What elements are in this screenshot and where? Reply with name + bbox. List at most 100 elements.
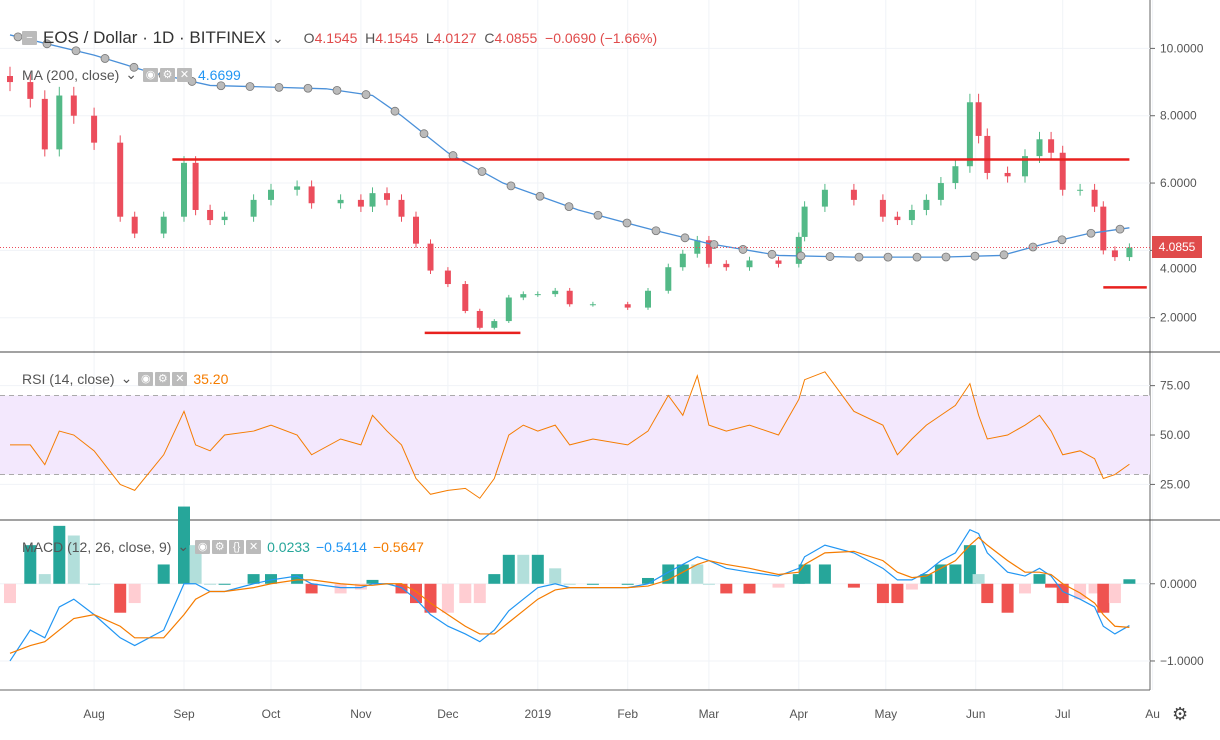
ma-marker xyxy=(854,252,864,262)
ma-marker xyxy=(622,218,632,228)
ma-marker xyxy=(100,54,110,63)
candle xyxy=(337,199,344,204)
candle xyxy=(207,209,214,221)
candle xyxy=(444,270,451,285)
ma-marker xyxy=(593,210,603,220)
ma-marker xyxy=(912,252,922,262)
x-tick-label: Jul xyxy=(1055,707,1070,721)
candle xyxy=(694,240,701,254)
close-icon[interactable]: ✕ xyxy=(246,539,262,554)
gear-icon[interactable]: ⚙ xyxy=(212,539,228,554)
ma-marker xyxy=(564,202,574,212)
macd-histogram-bar xyxy=(305,583,318,594)
chevron-down-icon[interactable]: ⌄ xyxy=(125,66,137,82)
gear-icon[interactable]: ⚙ xyxy=(155,371,171,386)
ma-marker xyxy=(680,233,690,243)
y-tick-label: 4.0000 xyxy=(1160,261,1197,275)
macd-histogram-bar xyxy=(586,583,599,585)
macd-histogram-bar xyxy=(1019,583,1031,594)
source-code-icon[interactable]: {} xyxy=(229,539,245,554)
x-tick-label: Aug xyxy=(83,707,104,721)
candle xyxy=(1091,189,1098,207)
candle xyxy=(1048,139,1055,153)
chevron-down-icon[interactable]: ⌄ xyxy=(120,370,133,386)
candle xyxy=(624,304,631,308)
candle xyxy=(413,216,419,244)
chevron-down-icon[interactable]: ⌄ xyxy=(177,538,190,554)
macd-histogram-bar xyxy=(4,583,16,604)
macd-histogram-bar xyxy=(1001,583,1014,613)
ma-marker xyxy=(535,191,545,201)
macd-histogram-bar xyxy=(1097,583,1110,613)
rsi-label[interactable]: RSI (14, close) xyxy=(22,370,115,387)
candle xyxy=(398,199,405,217)
ma-marker xyxy=(825,252,835,261)
candle xyxy=(775,260,782,264)
candle xyxy=(160,216,167,234)
eye-icon[interactable]: ◉ xyxy=(138,371,154,386)
candle xyxy=(923,199,930,210)
macd-histogram-bar xyxy=(920,574,933,584)
symbol-title[interactable]: EOS / Dollar · 1D · BITFINEX xyxy=(43,28,266,47)
macd-histogram-bar xyxy=(1123,579,1136,584)
rsi-value: 35.20 xyxy=(193,370,229,387)
signal-value: −0.5647 xyxy=(372,538,424,555)
candle xyxy=(369,193,376,207)
ma-marker xyxy=(1086,228,1096,238)
candle xyxy=(520,294,527,298)
ma-marker xyxy=(883,252,893,262)
rsi-line xyxy=(10,371,1130,499)
macd-histogram-bar xyxy=(905,583,918,590)
macd-histogram-bar xyxy=(114,583,127,613)
candle xyxy=(966,102,973,167)
macd-histogram-bar xyxy=(891,583,904,604)
candle xyxy=(879,199,886,217)
ma-marker xyxy=(709,240,719,249)
eye-icon[interactable]: ◉ xyxy=(195,539,211,554)
y-tick-label: 25.00 xyxy=(1160,477,1190,491)
macd-histogram-bar xyxy=(488,574,501,584)
candle xyxy=(984,135,991,173)
candle xyxy=(250,199,257,217)
ma-marker xyxy=(941,252,951,262)
symbol-legend: − EOS / Dollar · 1D · BITFINEX ⌄ O4.1545… xyxy=(22,28,657,48)
ma-value: 4.6699 xyxy=(198,66,241,83)
x-tick-label: Nov xyxy=(350,707,371,721)
macd-histogram-bar xyxy=(189,545,202,584)
candle xyxy=(908,209,915,221)
high-value: 4.1545 xyxy=(375,30,419,46)
macd-histogram-bar xyxy=(1045,583,1058,588)
macd-label[interactable]: MACD (12, 26, close, 9) xyxy=(22,538,172,555)
rsi-legend: RSI (14, close) ⌄ ◉ ⚙ ✕ 35.20 xyxy=(22,370,228,387)
close-icon[interactable]: ✕ xyxy=(172,371,188,386)
chevron-down-icon[interactable]: ⌄ xyxy=(271,29,284,46)
x-tick-label: May xyxy=(874,707,897,721)
x-tick-label: Oct xyxy=(262,707,281,721)
last-price-label: 4.0855 xyxy=(1152,236,1202,259)
ma-legend: MA (200, close) ⌄ ◉ ⚙ ✕ 4.6699 xyxy=(22,66,241,83)
macd-histogram-bar xyxy=(743,583,756,594)
ma-label[interactable]: MA (200, close) xyxy=(22,66,120,83)
macd-histogram-bar xyxy=(410,583,422,604)
macd-histogram-bar xyxy=(847,583,860,588)
ma-marker xyxy=(999,250,1009,260)
collapse-icon[interactable]: − xyxy=(22,31,37,45)
macd-histogram-bar xyxy=(876,583,889,604)
y-tick-label: −1.0000 xyxy=(1160,654,1204,668)
ma-marker xyxy=(274,82,284,92)
candle xyxy=(1126,247,1133,258)
macd-histogram-bar xyxy=(178,506,190,584)
candle xyxy=(117,142,124,217)
close-value: 4.0855 xyxy=(494,30,538,46)
candle xyxy=(795,236,802,264)
candle xyxy=(894,216,901,221)
settings-gear-icon[interactable]: ⚙ xyxy=(1172,704,1189,724)
close-icon[interactable]: ✕ xyxy=(177,67,192,82)
candle xyxy=(70,95,77,116)
candle xyxy=(131,216,138,234)
gear-icon[interactable]: ⚙ xyxy=(160,67,175,82)
eye-icon[interactable]: ◉ xyxy=(143,67,158,82)
ma-marker xyxy=(738,245,748,254)
macd-histogram-bar xyxy=(1033,574,1046,584)
